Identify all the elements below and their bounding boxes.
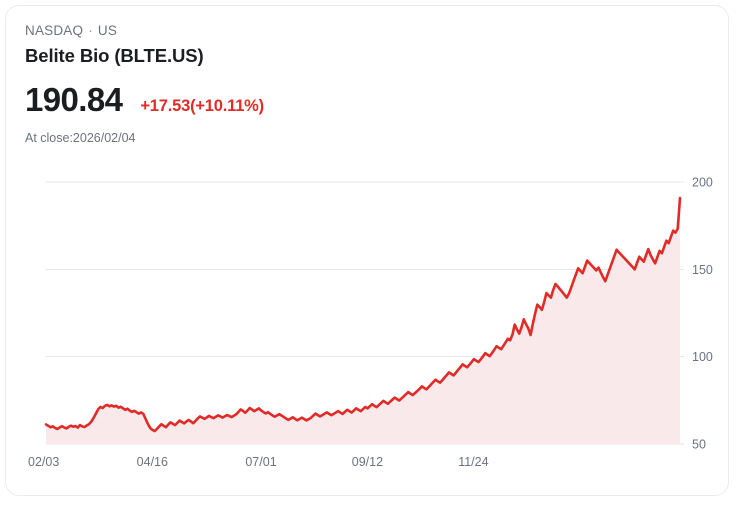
price-row: 190.84 +17.53(+10.11%) [25,81,718,119]
x-axis-labels: 02/03 04/16 07/01 09/12 11/24 [28,455,489,469]
company-name: Belite Bio (BLTE.US) [25,45,204,66]
chart-area-fill [46,198,680,444]
separator-dot: · [88,23,93,38]
y-axis-tick: 150 [692,263,713,277]
price-chart-svg: 200 150 100 50 02/03 04/16 07/01 09/12 11/24 [28,176,713,470]
last-price: 190.84 [25,81,123,118]
x-axis-tick: 07/01 [245,455,276,469]
close-timestamp: At close:2026/02/04 [25,131,136,145]
x-axis-tick: 04/16 [137,455,168,469]
stock-quote-card: NASDAQ · US Belite Bio (BLTE.US) 190.84 +1… [5,5,729,496]
price-chart[interactable]: 200 150 100 50 02/03 04/16 07/01 09/12 11/24 [6,161,728,481]
exchange-label: NASDAQ [25,23,84,38]
x-axis-tick: 09/12 [352,455,383,469]
y-axis-tick: 50 [692,438,706,452]
x-axis-tick: 02/03 [28,455,59,469]
exchange-row: NASDAQ · US [25,23,718,39]
x-axis-tick: 11/24 [458,455,488,469]
chart-line [44,196,682,433]
y-axis-tick: 100 [692,350,713,364]
y-axis-labels: 200 150 100 50 [692,176,713,452]
region-label: US [97,23,118,38]
y-axis-tick: 200 [692,176,713,190]
price-change: +17.53(+10.11%) [140,97,264,115]
quote-header: NASDAQ · US Belite Bio (BLTE.US) 190.84 +1… [25,23,718,146]
